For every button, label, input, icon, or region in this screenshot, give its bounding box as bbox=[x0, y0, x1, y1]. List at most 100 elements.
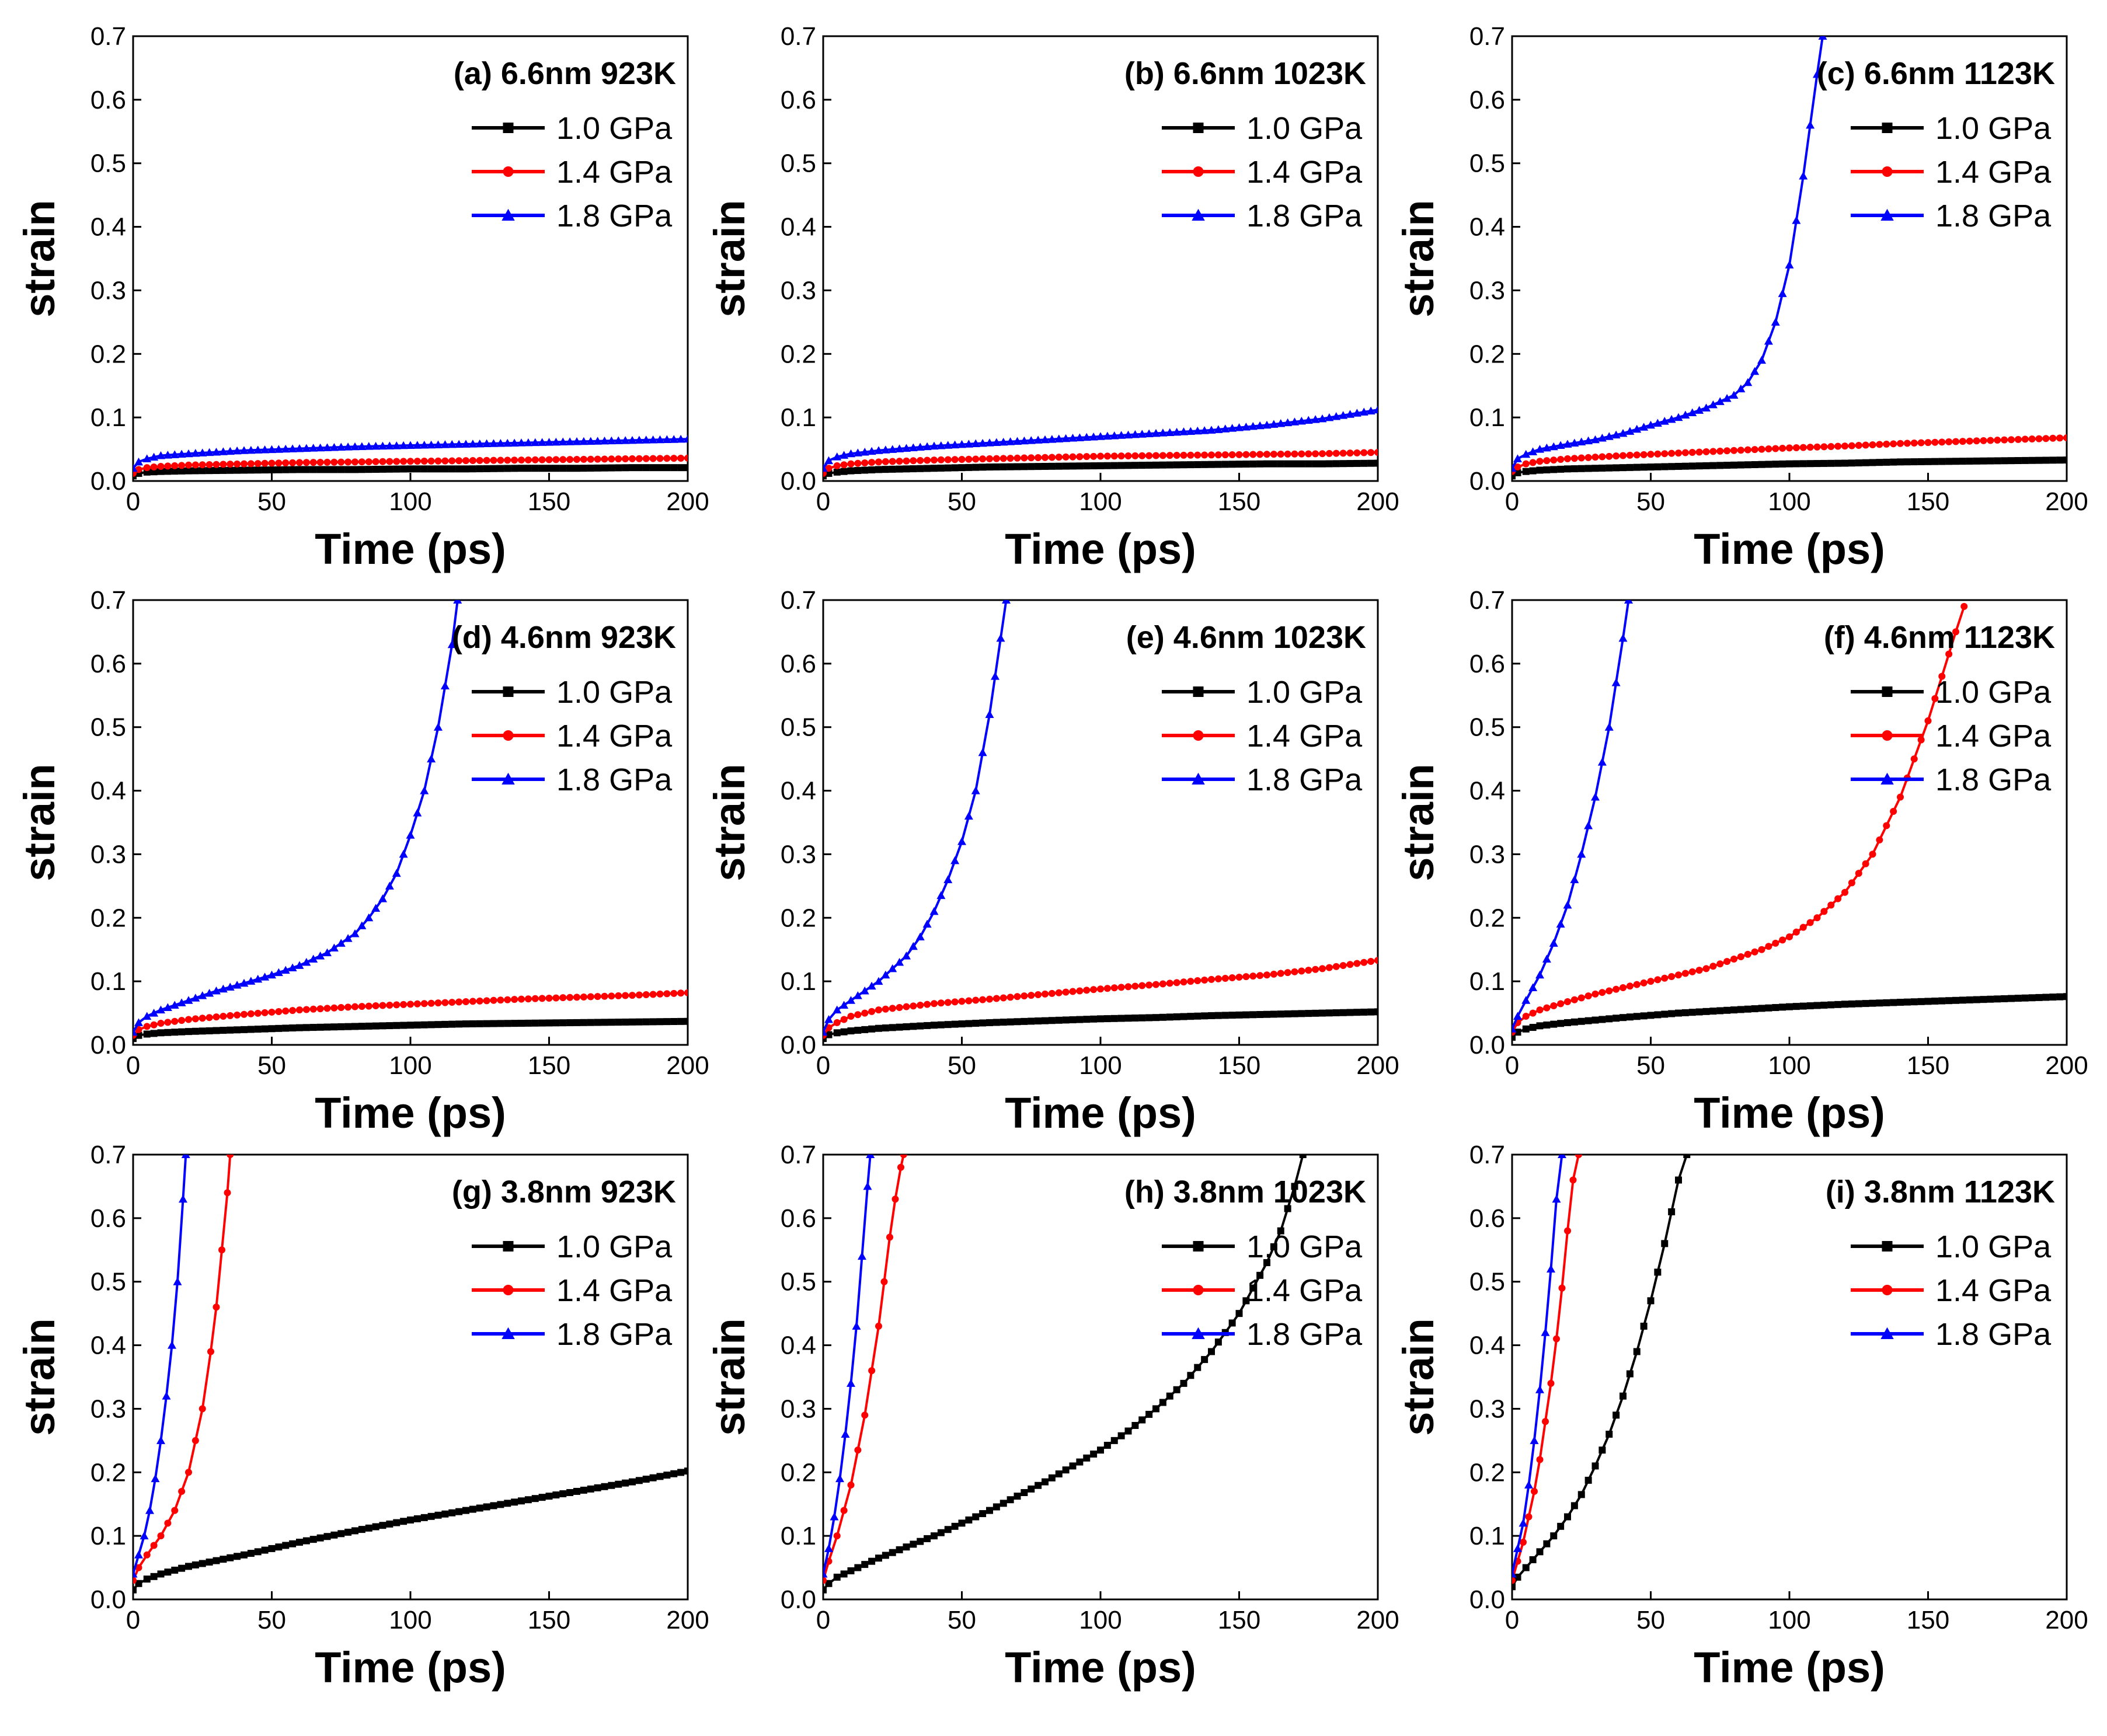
y-tick-label: 0.1 bbox=[781, 967, 816, 996]
data-point bbox=[1695, 448, 1703, 456]
data-point bbox=[1931, 458, 1939, 465]
legend-marker bbox=[1882, 686, 1893, 697]
x-tick-label: 0 bbox=[126, 1606, 140, 1634]
data-point bbox=[1173, 461, 1180, 469]
data-point bbox=[448, 457, 456, 465]
series-1-4-gpa bbox=[1512, 602, 1968, 1036]
data-point bbox=[1557, 455, 1565, 463]
data-point bbox=[1945, 997, 1953, 1005]
data-point bbox=[1325, 449, 1333, 457]
data-point bbox=[434, 465, 442, 473]
data-point bbox=[1097, 1446, 1104, 1454]
data-point bbox=[635, 455, 643, 462]
data-point bbox=[1242, 451, 1250, 458]
data-point bbox=[1730, 1006, 1737, 1014]
data-point bbox=[441, 1020, 449, 1028]
data-point bbox=[1235, 1011, 1243, 1019]
data-point bbox=[164, 468, 172, 475]
data-point bbox=[1297, 416, 1306, 425]
data-point bbox=[1758, 445, 1765, 453]
data-point bbox=[1994, 437, 2001, 444]
data-point bbox=[296, 1006, 303, 1014]
data-point bbox=[986, 463, 993, 471]
data-point bbox=[670, 1017, 678, 1025]
data-point bbox=[1903, 440, 1911, 447]
data-point bbox=[358, 458, 365, 466]
data-point bbox=[295, 444, 304, 452]
data-point bbox=[1305, 450, 1312, 458]
data-point bbox=[1827, 1001, 1835, 1009]
data-point bbox=[1931, 695, 1939, 702]
x-tick-label: 100 bbox=[389, 487, 431, 516]
data-point bbox=[917, 1001, 924, 1009]
data-point bbox=[220, 461, 227, 468]
data-point bbox=[951, 998, 959, 1006]
data-point bbox=[986, 1019, 993, 1026]
data-point bbox=[1014, 454, 1021, 462]
data-point bbox=[1179, 427, 1188, 435]
data-point bbox=[1524, 1480, 1533, 1489]
data-point bbox=[601, 455, 608, 463]
data-point bbox=[135, 1564, 142, 1571]
data-point bbox=[823, 1569, 828, 1578]
data-point bbox=[1298, 460, 1305, 468]
data-point bbox=[622, 992, 629, 999]
data-point bbox=[1818, 36, 1827, 40]
data-point bbox=[1924, 439, 1932, 447]
data-point bbox=[1124, 430, 1133, 439]
y-tick-label: 0.0 bbox=[781, 467, 816, 496]
data-point bbox=[1543, 1004, 1551, 1012]
data-point bbox=[420, 457, 428, 465]
data-point bbox=[358, 466, 365, 473]
data-point bbox=[1639, 423, 1649, 431]
data-point bbox=[1613, 452, 1620, 460]
data-point bbox=[971, 786, 980, 794]
data-point bbox=[868, 459, 876, 466]
y-tick-label: 0.3 bbox=[781, 276, 816, 305]
data-point bbox=[847, 1379, 855, 1387]
data-point bbox=[1214, 975, 1222, 982]
data-point bbox=[178, 1564, 186, 1572]
data-point bbox=[427, 440, 436, 449]
data-point bbox=[1681, 1009, 1689, 1016]
data-point bbox=[895, 957, 904, 966]
data-point bbox=[1675, 971, 1682, 979]
data-point bbox=[198, 1405, 206, 1413]
data-point bbox=[991, 672, 999, 680]
data-point bbox=[917, 1538, 924, 1545]
data-point bbox=[882, 1024, 889, 1032]
data-point bbox=[1083, 1454, 1091, 1462]
data-point bbox=[1542, 954, 1551, 963]
data-point bbox=[972, 463, 980, 471]
data-point bbox=[1249, 451, 1257, 458]
data-point bbox=[1007, 994, 1014, 1001]
legend-label: 1.0 GPa bbox=[1246, 675, 1363, 710]
data-point bbox=[979, 463, 987, 471]
data-point bbox=[1654, 1011, 1662, 1019]
data-point bbox=[372, 458, 379, 465]
y-axis-title: strain bbox=[15, 200, 64, 318]
data-point bbox=[441, 1510, 449, 1518]
data-point bbox=[351, 458, 358, 466]
data-point bbox=[198, 1015, 206, 1022]
data-point bbox=[1144, 429, 1154, 438]
data-point bbox=[171, 462, 179, 469]
x-tick-label: 100 bbox=[1079, 1606, 1122, 1634]
series-1-4-gpa bbox=[133, 454, 688, 477]
data-point bbox=[1152, 452, 1159, 459]
data-point bbox=[1799, 460, 1807, 468]
data-point bbox=[1325, 1009, 1333, 1017]
data-point bbox=[531, 1495, 539, 1503]
y-tick-label: 0.2 bbox=[90, 904, 126, 932]
data-point bbox=[656, 1473, 664, 1480]
y-tick-label: 0.6 bbox=[90, 650, 126, 678]
data-point bbox=[1799, 444, 1807, 451]
series-1-8-gpa bbox=[823, 1155, 875, 1578]
y-tick-label: 0.6 bbox=[90, 86, 126, 114]
data-point bbox=[316, 1005, 324, 1013]
data-point bbox=[833, 1005, 842, 1014]
data-point bbox=[171, 1566, 179, 1574]
x-tick-label: 150 bbox=[1218, 487, 1260, 516]
data-point bbox=[1374, 957, 1378, 964]
data-point bbox=[1987, 457, 1994, 465]
